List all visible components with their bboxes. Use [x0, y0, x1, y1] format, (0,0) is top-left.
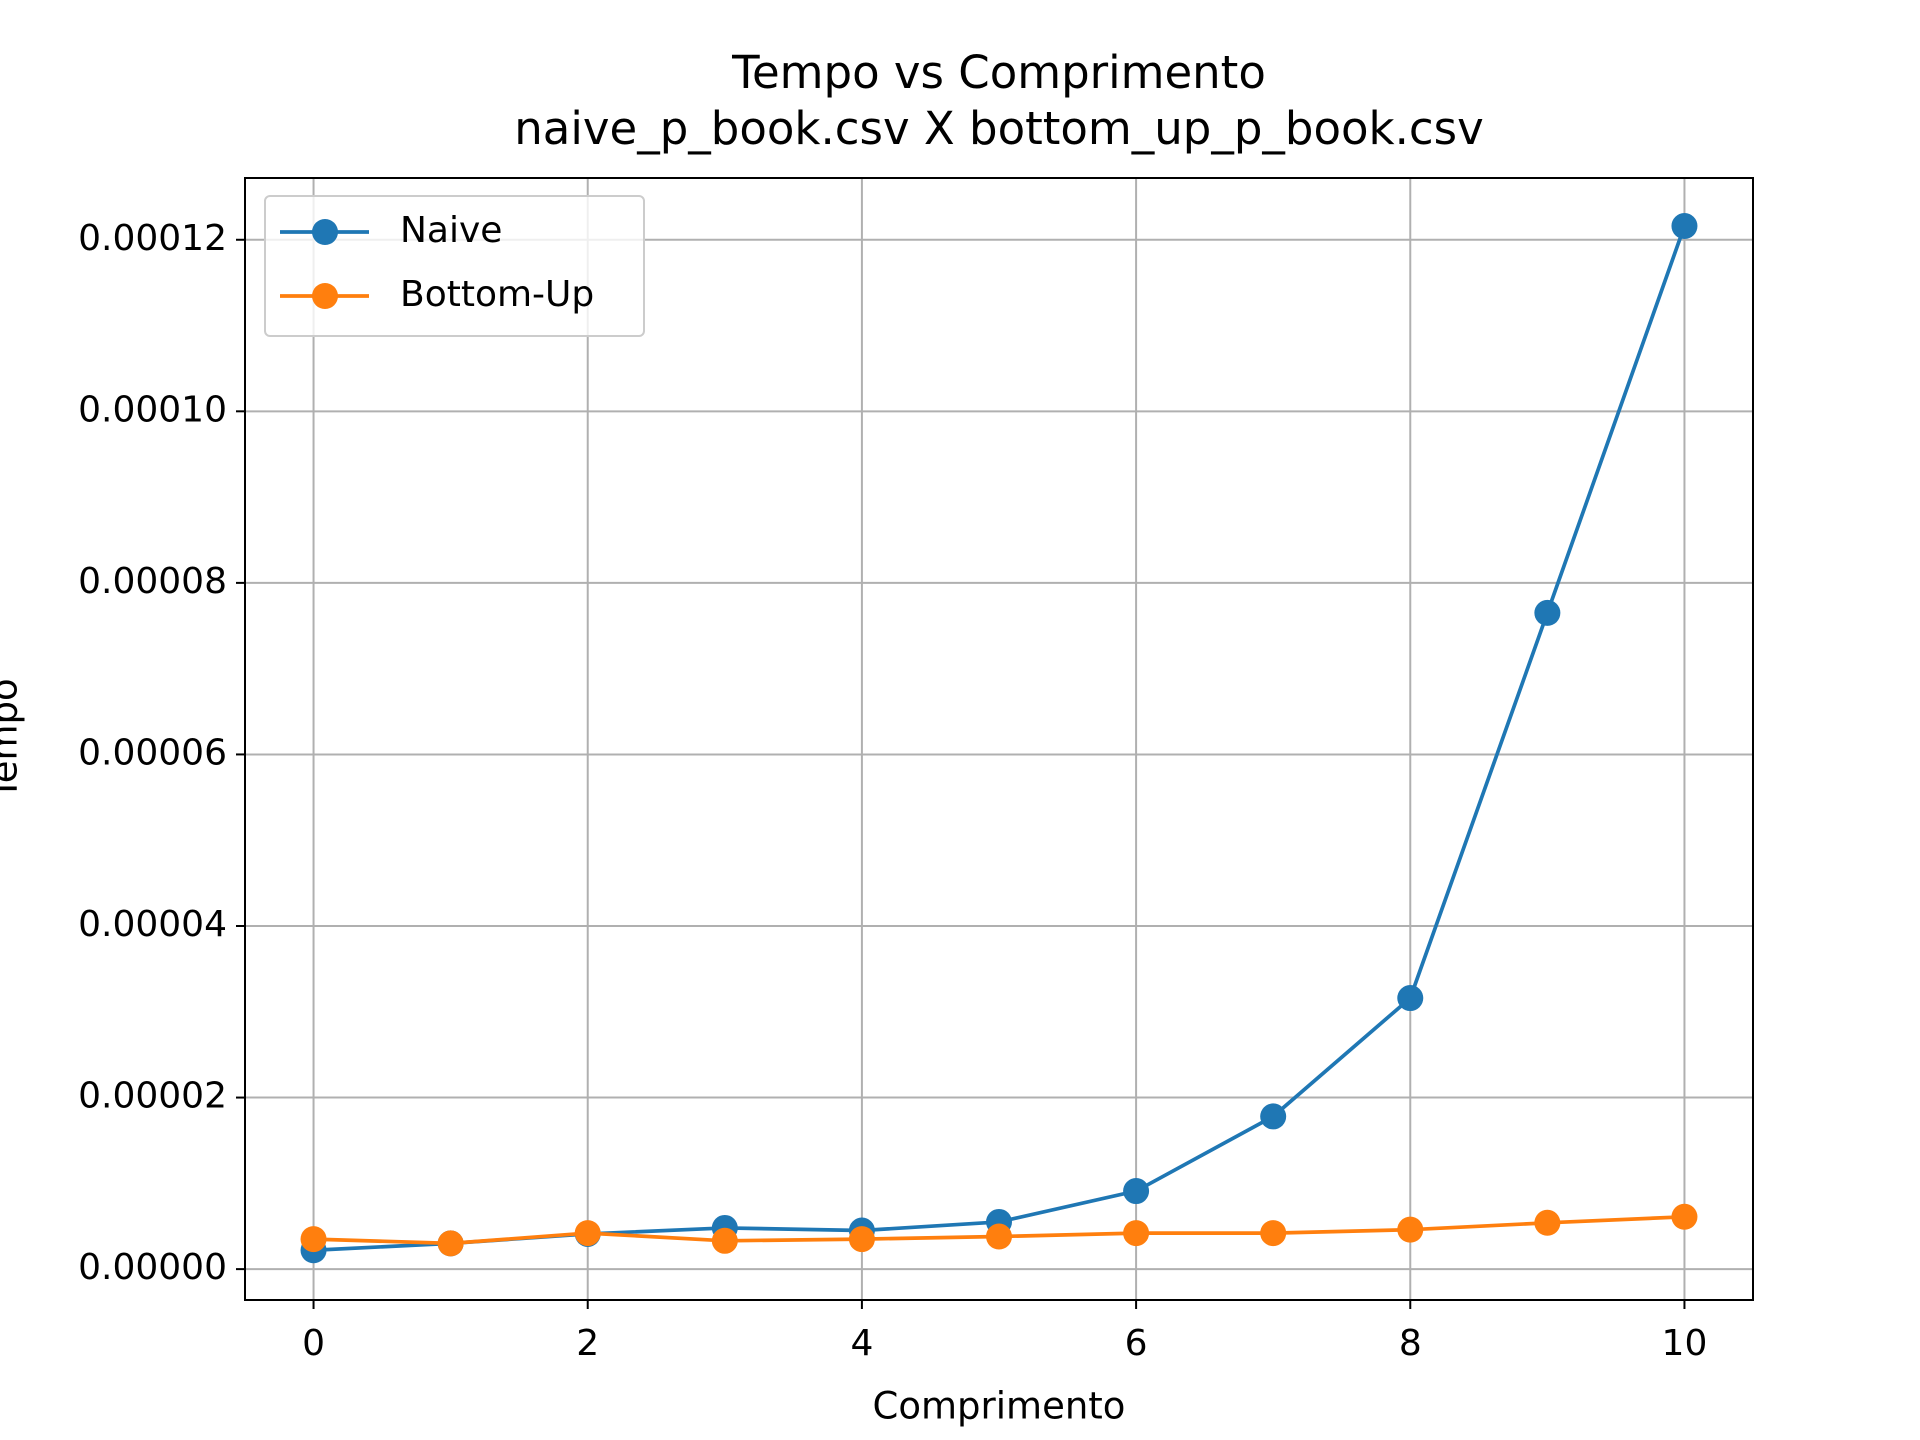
- data-point: [986, 1223, 1012, 1250]
- y-tick-label: 0.00008: [78, 561, 227, 602]
- y-axis-label: Tempo: [0, 678, 26, 800]
- data-point: [1671, 1203, 1698, 1230]
- x-axis-label: Comprimento: [873, 1385, 1126, 1428]
- legend-label: Naive: [400, 210, 502, 251]
- legend-marker: [312, 283, 338, 309]
- data-point: [1123, 1220, 1150, 1247]
- x-tick-label: 2: [576, 1323, 599, 1364]
- data-point: [1123, 1178, 1150, 1205]
- data-point: [1671, 213, 1698, 240]
- x-tick-label: 4: [850, 1323, 873, 1364]
- data-point: [848, 1226, 875, 1253]
- data-point: [1260, 1220, 1287, 1247]
- x-tick-label: 8: [1399, 1323, 1422, 1364]
- data-point: [300, 1226, 327, 1253]
- chart-subtitle: naive_p_book.csv X bottom_up_p_book.csv: [514, 102, 1483, 155]
- y-tick-label: 0.00000: [78, 1247, 227, 1288]
- data-point: [711, 1227, 738, 1254]
- data-point: [1397, 985, 1424, 1012]
- data-point: [437, 1230, 464, 1257]
- legend-marker: [312, 219, 338, 245]
- y-tick-label: 0.00010: [78, 389, 227, 430]
- y-tick-label: 0.00002: [78, 1076, 227, 1117]
- plot-frame: [244, 177, 1754, 1301]
- data-point: [1260, 1103, 1287, 1130]
- data-point: [1534, 599, 1561, 626]
- chart-title: Tempo vs Comprimento: [731, 46, 1266, 99]
- data-point: [1397, 1216, 1424, 1243]
- y-tick-label: 0.00012: [78, 218, 227, 259]
- legend-label: Bottom-Up: [400, 274, 594, 315]
- x-tick-label: 6: [1125, 1323, 1148, 1364]
- y-tick-label: 0.00004: [78, 904, 227, 945]
- data-point: [574, 1220, 601, 1247]
- x-tick-label: 10: [1662, 1323, 1708, 1364]
- y-tick-label: 0.00006: [78, 732, 227, 773]
- x-tick-label: 0: [302, 1323, 325, 1364]
- data-point: [1534, 1209, 1561, 1236]
